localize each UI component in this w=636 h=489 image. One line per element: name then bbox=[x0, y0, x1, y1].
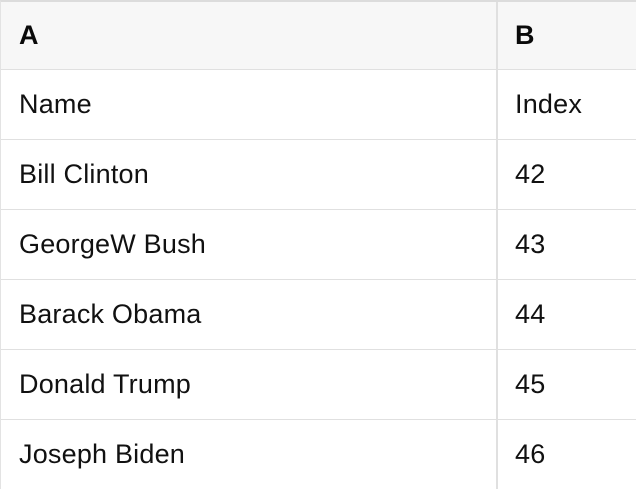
table-row: Name Index bbox=[1, 70, 636, 140]
cell-text: Bill Clinton bbox=[19, 159, 149, 189]
cell-text: Index bbox=[515, 89, 583, 119]
cell-a3[interactable]: GeorgeW Bush bbox=[1, 210, 498, 279]
cell-text: 44 bbox=[515, 299, 546, 329]
column-header-a-label: A bbox=[19, 20, 39, 50]
column-header-row: A B bbox=[1, 2, 636, 70]
column-header-b-label: B bbox=[515, 20, 535, 50]
cell-a1[interactable]: Name bbox=[1, 70, 498, 139]
table-row: Bill Clinton 42 bbox=[1, 140, 636, 210]
cell-text: Joseph Biden bbox=[19, 439, 186, 469]
column-header-b[interactable]: B bbox=[498, 2, 636, 69]
cell-text: Barack Obama bbox=[19, 299, 202, 329]
cell-text: 42 bbox=[515, 159, 546, 189]
column-header-a[interactable]: A bbox=[1, 2, 498, 69]
cell-text: Name bbox=[19, 89, 92, 119]
cell-text: GeorgeW Bush bbox=[19, 229, 206, 259]
table-row: Joseph Biden 46 bbox=[1, 420, 636, 489]
cell-text: 45 bbox=[515, 369, 546, 399]
cell-b2[interactable]: 42 bbox=[498, 140, 636, 209]
cell-a6[interactable]: Joseph Biden bbox=[1, 420, 498, 489]
cell-text: 46 bbox=[515, 439, 546, 469]
cell-a2[interactable]: Bill Clinton bbox=[1, 140, 498, 209]
cell-text: Donald Trump bbox=[19, 369, 191, 399]
table-row: Donald Trump 45 bbox=[1, 350, 636, 420]
cell-text: 43 bbox=[515, 229, 546, 259]
cell-a5[interactable]: Donald Trump bbox=[1, 350, 498, 419]
table-row: Barack Obama 44 bbox=[1, 280, 636, 350]
cell-a4[interactable]: Barack Obama bbox=[1, 280, 498, 349]
cell-b1[interactable]: Index bbox=[498, 70, 636, 139]
cell-b3[interactable]: 43 bbox=[498, 210, 636, 279]
cell-b4[interactable]: 44 bbox=[498, 280, 636, 349]
cell-b5[interactable]: 45 bbox=[498, 350, 636, 419]
table-row: GeorgeW Bush 43 bbox=[1, 210, 636, 280]
cell-b6[interactable]: 46 bbox=[498, 420, 636, 489]
